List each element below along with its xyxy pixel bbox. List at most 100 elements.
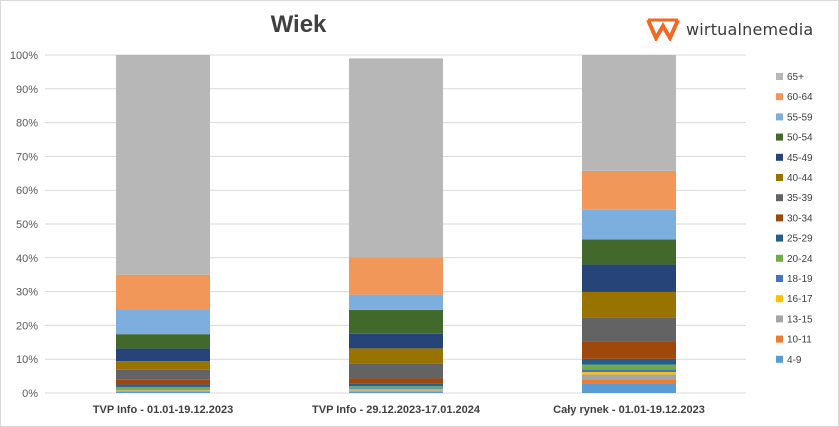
legend-swatch [776,93,783,101]
legend-label: 35-39 [787,193,813,204]
bar-segment-35-39 [116,369,210,380]
legend-swatch [776,355,783,363]
bar-segment-20-24 [116,386,210,389]
bar-segment-60-64 [116,274,210,310]
legend-item: 35-39 [776,193,813,204]
legend-item: 55-59 [776,112,813,123]
bar-segment-16-17 [116,389,210,391]
legend-item: 45-49 [776,153,813,164]
bar-segment-20-24 [349,386,443,389]
bar-segment-18-19 [582,369,676,373]
y-tick-label: 0% [22,388,38,400]
legend-label: 16-17 [787,294,813,305]
legend-label: 50-54 [787,133,813,144]
bar-segment-30-34 [582,341,676,359]
legend-item: 60-64 [776,92,813,103]
legend-swatch [776,133,783,141]
legend-label: 40-44 [787,173,813,184]
y-tick-label: 90% [16,84,38,96]
legend-label: 10-11 [787,335,812,346]
bar-segment-45-49 [349,333,443,349]
legend-item: 30-34 [776,213,813,224]
bar-segment-16-17 [582,372,676,375]
y-tick-label: 50% [16,219,38,231]
legend-item: 16-17 [776,294,813,305]
bar-segment-30-34 [349,378,443,384]
legend-item: 18-19 [776,274,813,285]
brand-logo: wirtualnemedia [646,17,813,41]
legend-item: 4-9 [776,355,802,366]
legend-label: 4-9 [787,355,802,366]
bar-segment-4-9 [116,391,210,393]
legend-label: 13-15 [787,314,813,325]
legend-item: 40-44 [776,173,813,184]
legend-swatch [776,153,783,161]
bar-segment-50-54 [582,239,676,265]
bar-segment-50-54 [116,334,210,349]
legend-swatch [776,275,783,282]
bar-segment-45-49 [116,348,210,362]
legend-label: 30-34 [787,213,813,224]
bar-segment-4-9 [349,391,443,393]
bar-segment-35-39 [349,363,443,379]
legend-swatch [776,174,783,181]
bar-segment-18-19 [116,388,210,390]
legend-item: 65+ [776,72,804,83]
bar-segment-4-9 [582,383,676,393]
x-tick-label: TVP Info - 01.01-19.12.2023 [93,404,233,416]
bar-segment-10-11 [349,391,443,392]
legend-item: 25-29 [776,234,813,245]
bar-segment-25-29 [116,384,210,387]
legend-label: 55-59 [787,112,813,123]
y-tick-label: 10% [16,354,38,366]
legend-label: 45-49 [787,153,813,164]
bar-segment-50-54 [349,309,443,334]
y-tick-label: 40% [16,253,38,265]
legend-label: 18-19 [787,274,813,285]
bar-segment-13-15 [582,374,676,380]
bar-segment-25-29 [349,383,443,387]
bar-segment-20-24 [582,364,676,370]
bar-segment-45-49 [582,264,676,292]
bar-segment-16-17 [349,389,443,391]
x-axis-labels: TVP Info - 01.01-19.12.2023 TVP Info - 29… [93,404,705,416]
legend-swatch [776,335,783,343]
y-tick-label: 70% [16,151,38,163]
y-tick-label: 30% [16,287,38,299]
y-tick-label: 60% [16,185,38,197]
bar-segment-13-15 [116,390,210,392]
wm-logo-icon [646,18,680,41]
bar-segment-55-59 [582,209,676,240]
bar-segment-65+ [349,58,443,258]
legend-swatch [776,295,783,303]
x-tick-label: TVP Info - 29.12.2023-17.01.2024 [312,404,481,416]
bar-segment-18-19 [349,388,443,390]
bar-segment-10-11 [116,391,210,392]
legend-item: 20-24 [776,254,813,265]
bar-segment-65+ [582,55,676,171]
legend-item: 50-54 [776,133,813,144]
legend-label: 20-24 [787,254,813,265]
bar-segment-10-11 [582,379,676,384]
brand-name: wirtualnemedia [686,19,814,39]
y-tick-label: 100% [10,50,38,62]
bar-segment-40-44 [582,291,676,318]
bar-segment-35-39 [582,317,676,342]
legend-label: 65+ [787,72,804,83]
legend-swatch [776,254,783,262]
bar-segment-55-59 [116,309,210,335]
legend-item: 10-11 [776,335,812,346]
chart-title: Wiek [270,11,327,38]
legend-swatch [776,73,783,80]
legend-swatch [776,214,783,222]
legend: 65+ 60-64 55-59 50-54 45-49 40-44 35-39 30-34 25… [776,72,813,366]
legend-item: 13-15 [776,314,813,325]
bar-segment-60-64 [582,170,676,210]
bar-segment-60-64 [349,257,443,295]
legend-swatch [776,194,783,202]
bar-segment-65+ [116,55,210,275]
bar-segment-55-59 [349,294,443,310]
bars [116,55,676,393]
